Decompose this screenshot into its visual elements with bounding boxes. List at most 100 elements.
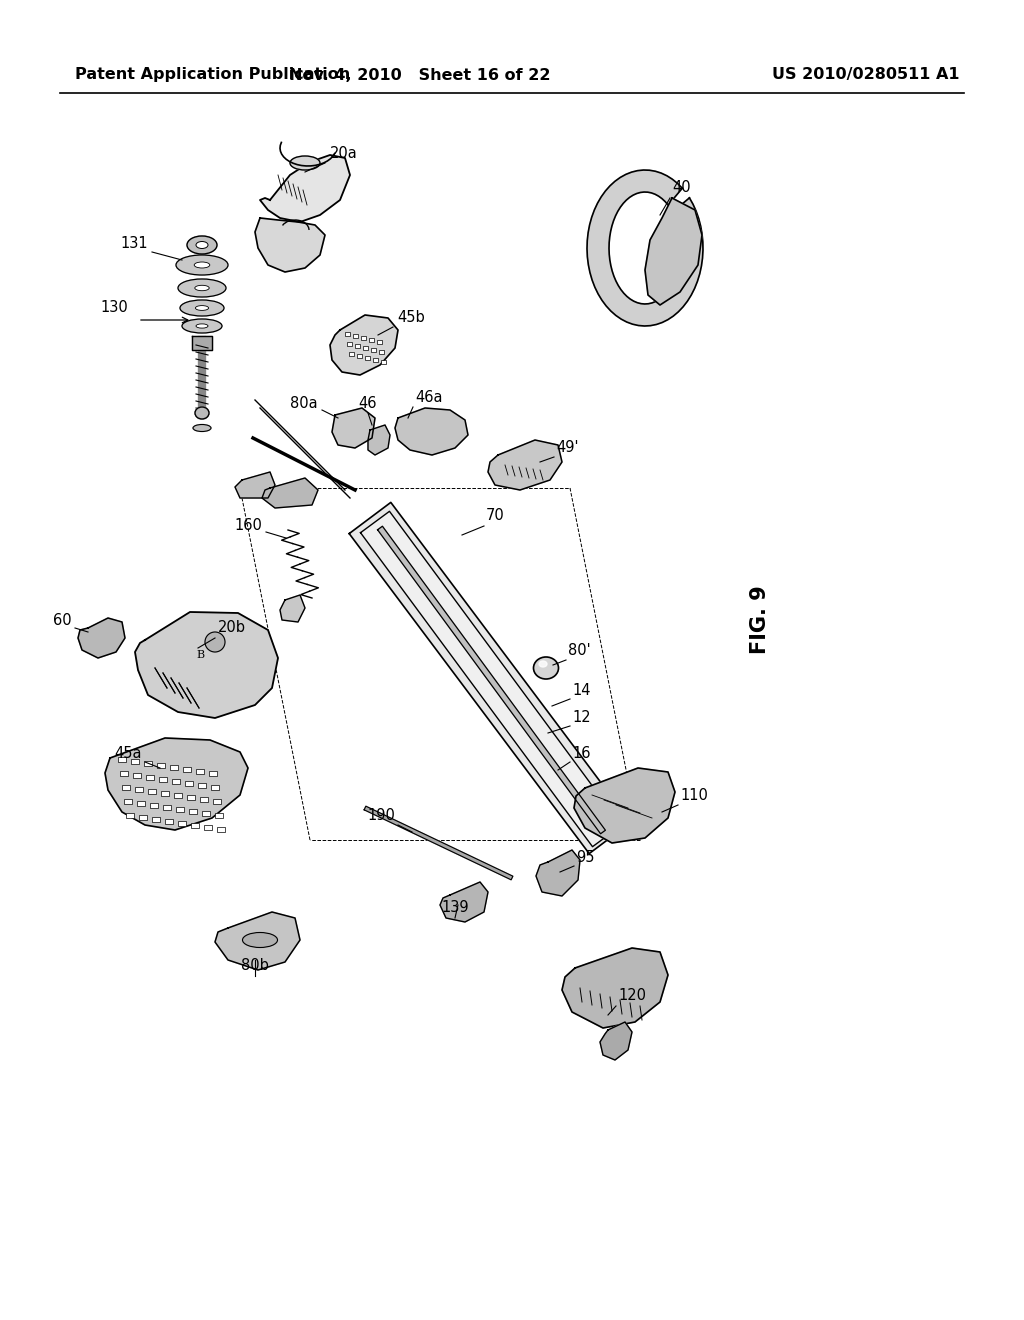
Polygon shape bbox=[260, 154, 350, 222]
Text: US 2010/0280511 A1: US 2010/0280511 A1 bbox=[772, 67, 961, 82]
Polygon shape bbox=[262, 478, 318, 508]
Polygon shape bbox=[360, 511, 622, 846]
Bar bbox=[365, 356, 370, 360]
Text: 14: 14 bbox=[572, 682, 591, 698]
Text: 190: 190 bbox=[368, 808, 395, 822]
Bar bbox=[152, 817, 160, 822]
Bar bbox=[189, 809, 197, 814]
Polygon shape bbox=[574, 768, 675, 843]
Ellipse shape bbox=[193, 425, 211, 432]
Ellipse shape bbox=[290, 156, 319, 170]
Bar bbox=[196, 770, 204, 774]
Bar bbox=[137, 801, 145, 807]
Ellipse shape bbox=[534, 657, 558, 678]
Bar bbox=[362, 346, 368, 350]
Text: 16: 16 bbox=[572, 746, 591, 762]
Bar bbox=[148, 789, 156, 795]
Text: 40: 40 bbox=[672, 180, 690, 195]
Bar bbox=[213, 799, 221, 804]
Bar bbox=[118, 756, 126, 762]
Bar bbox=[178, 821, 186, 826]
Text: 46a: 46a bbox=[415, 389, 442, 405]
Bar bbox=[172, 779, 180, 784]
Polygon shape bbox=[255, 218, 325, 272]
Bar bbox=[371, 348, 376, 352]
Polygon shape bbox=[536, 850, 580, 896]
Bar bbox=[133, 774, 141, 777]
Polygon shape bbox=[105, 738, 248, 830]
Polygon shape bbox=[600, 1022, 632, 1060]
Ellipse shape bbox=[243, 932, 278, 948]
Ellipse shape bbox=[195, 407, 209, 418]
Ellipse shape bbox=[196, 306, 209, 310]
Bar bbox=[202, 810, 210, 816]
Ellipse shape bbox=[195, 285, 209, 290]
Bar bbox=[209, 771, 217, 776]
Text: 70: 70 bbox=[486, 508, 505, 523]
Ellipse shape bbox=[539, 661, 547, 667]
Bar bbox=[144, 762, 152, 766]
Bar bbox=[198, 783, 206, 788]
Bar bbox=[135, 787, 143, 792]
Text: 160: 160 bbox=[234, 517, 262, 533]
Ellipse shape bbox=[182, 319, 222, 333]
Bar bbox=[355, 345, 360, 348]
Polygon shape bbox=[332, 408, 375, 447]
Bar bbox=[353, 334, 358, 338]
Text: 60: 60 bbox=[53, 612, 72, 628]
Polygon shape bbox=[645, 198, 702, 305]
Polygon shape bbox=[440, 882, 488, 921]
Bar bbox=[174, 793, 182, 799]
Polygon shape bbox=[193, 337, 212, 350]
Bar bbox=[217, 828, 225, 832]
Bar bbox=[379, 350, 384, 354]
Bar bbox=[369, 338, 374, 342]
Circle shape bbox=[205, 632, 225, 652]
Text: 45b: 45b bbox=[397, 310, 425, 325]
Ellipse shape bbox=[180, 300, 224, 315]
Bar bbox=[185, 781, 193, 785]
Text: 80b: 80b bbox=[241, 958, 269, 973]
Bar bbox=[126, 813, 134, 818]
Bar bbox=[183, 767, 191, 772]
Bar bbox=[120, 771, 128, 776]
Ellipse shape bbox=[196, 242, 208, 248]
Ellipse shape bbox=[196, 323, 208, 329]
Bar bbox=[170, 766, 178, 770]
Bar bbox=[347, 342, 352, 346]
Bar bbox=[377, 341, 382, 345]
Bar bbox=[165, 818, 173, 824]
Polygon shape bbox=[378, 527, 605, 834]
Text: Nov. 4, 2010   Sheet 16 of 22: Nov. 4, 2010 Sheet 16 of 22 bbox=[289, 67, 551, 82]
Text: 49': 49' bbox=[556, 440, 579, 455]
Bar bbox=[139, 814, 147, 820]
Bar bbox=[345, 333, 350, 337]
Polygon shape bbox=[395, 408, 468, 455]
Text: B: B bbox=[196, 649, 204, 660]
Text: FIG. 9: FIG. 9 bbox=[750, 586, 770, 655]
Text: 120: 120 bbox=[618, 987, 646, 1003]
Bar bbox=[150, 803, 158, 808]
Polygon shape bbox=[368, 425, 390, 455]
Polygon shape bbox=[349, 503, 631, 854]
Bar bbox=[381, 360, 386, 364]
Polygon shape bbox=[234, 473, 275, 498]
Ellipse shape bbox=[187, 236, 217, 253]
Bar bbox=[357, 354, 362, 358]
Text: 45a: 45a bbox=[115, 746, 142, 762]
Text: 12: 12 bbox=[572, 710, 591, 725]
Bar bbox=[159, 777, 167, 781]
Bar bbox=[157, 763, 165, 768]
Bar bbox=[373, 358, 378, 362]
Ellipse shape bbox=[195, 261, 210, 268]
Text: 20a: 20a bbox=[330, 147, 357, 161]
Text: Patent Application Publication: Patent Application Publication bbox=[75, 67, 350, 82]
Bar bbox=[122, 785, 130, 789]
Text: 131: 131 bbox=[121, 236, 148, 251]
Bar bbox=[146, 775, 154, 780]
Polygon shape bbox=[78, 618, 125, 657]
Bar bbox=[215, 813, 223, 818]
Ellipse shape bbox=[176, 255, 228, 275]
Polygon shape bbox=[135, 612, 278, 718]
Polygon shape bbox=[562, 948, 668, 1028]
